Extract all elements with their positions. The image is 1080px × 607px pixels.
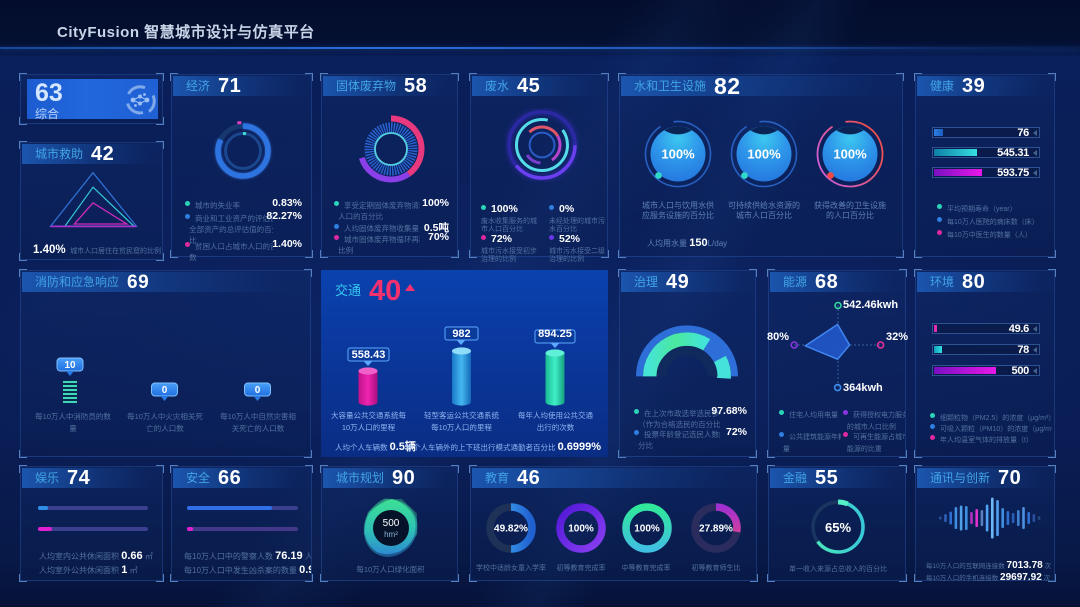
svg-text:27.89%: 27.89% [699,524,733,535]
svg-text:0: 0 [162,385,168,396]
svg-text:100%: 100% [661,147,695,162]
svg-text:hm²: hm² [384,530,398,539]
svg-text:0: 0 [255,385,261,396]
svg-text:10: 10 [64,360,76,371]
svg-text:894.25: 894.25 [538,328,572,340]
svg-text:100%: 100% [634,524,660,535]
svg-text:500: 500 [383,518,400,529]
svg-text:100%: 100% [747,147,781,162]
svg-text:982: 982 [452,328,470,340]
svg-text:100%: 100% [833,147,867,162]
svg-text:100%: 100% [568,524,594,535]
svg-text:558.43: 558.43 [352,349,386,361]
svg-text:49.82%: 49.82% [494,524,528,535]
